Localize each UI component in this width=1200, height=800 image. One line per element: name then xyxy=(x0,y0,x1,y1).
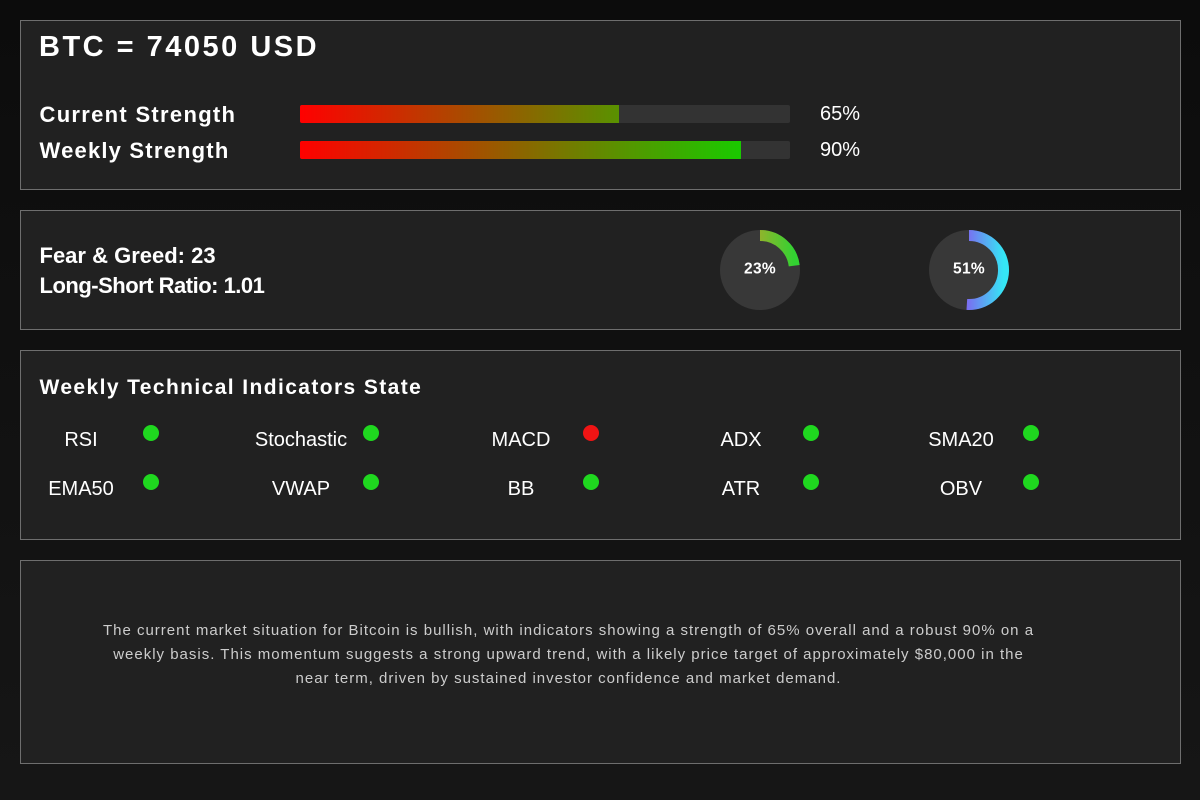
svg-text:23%: 23% xyxy=(744,261,776,278)
svg-text:51%: 51% xyxy=(953,261,985,278)
